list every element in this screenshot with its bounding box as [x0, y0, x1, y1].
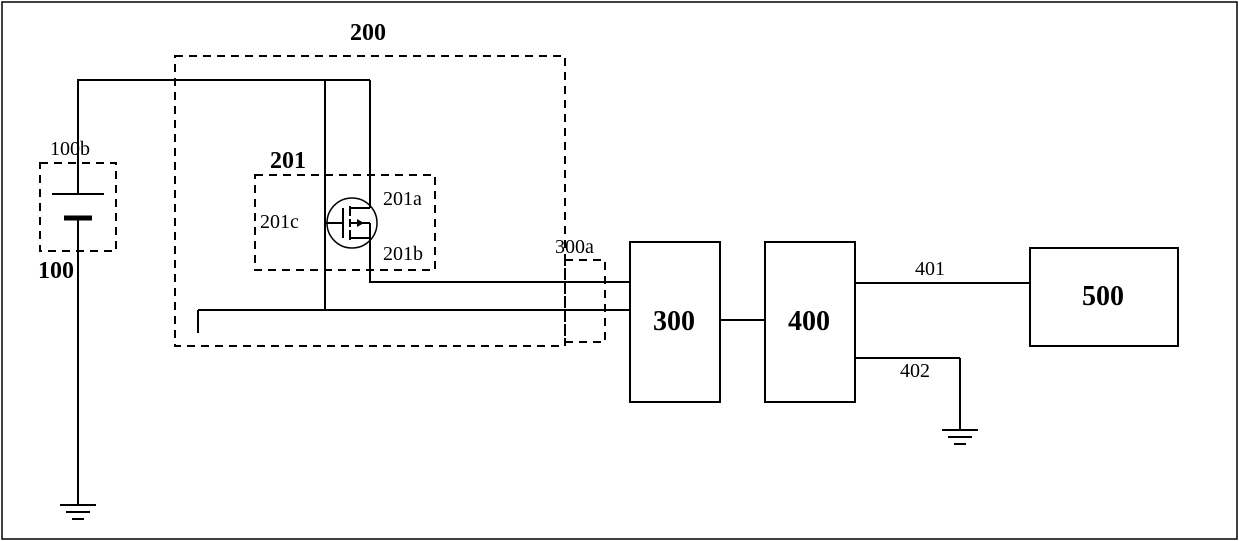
wire-top-bus	[78, 80, 370, 194]
label-201a: 201a	[383, 188, 422, 210]
block-300a-port	[565, 260, 605, 342]
label-201b: 201b	[383, 243, 423, 265]
ground-100	[60, 505, 96, 519]
ground-402	[942, 430, 978, 444]
block-400-label: 400	[788, 306, 830, 337]
label-402: 402	[900, 360, 930, 382]
block-100-label: 100	[38, 258, 74, 284]
label-201c: 201c	[260, 211, 299, 233]
block-200-label: 200	[350, 20, 386, 46]
block-201-label: 201	[270, 148, 306, 174]
block-300-label: 300	[653, 306, 695, 337]
mosfet-symbol	[327, 198, 377, 248]
label-401: 401	[915, 258, 945, 280]
block-500-label: 500	[1082, 281, 1124, 312]
frame	[2, 2, 1237, 539]
battery-symbol	[52, 194, 104, 218]
block-300a-label: 300a	[555, 236, 594, 258]
block-100b-label: 100b	[50, 138, 90, 160]
schematic-canvas: 200 100 100b 201 300a 300 400 500 401 40…	[0, 0, 1239, 541]
